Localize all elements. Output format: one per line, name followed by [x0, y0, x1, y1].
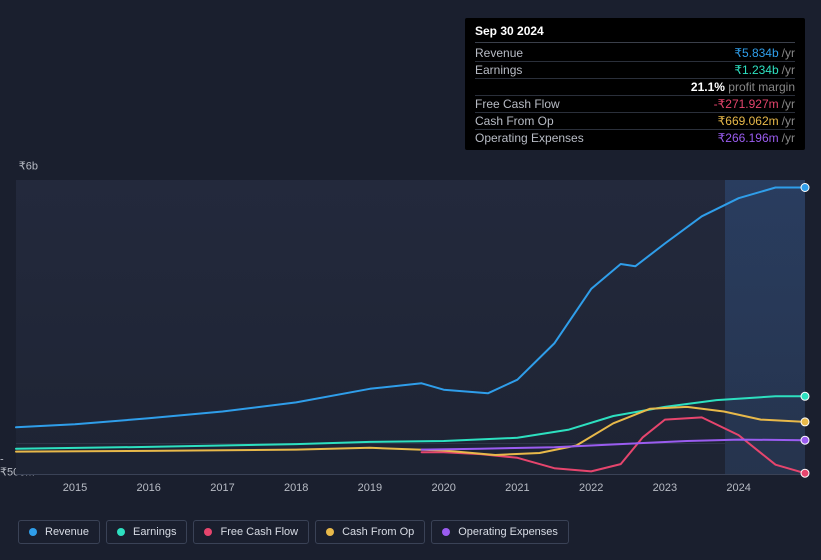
tooltip-label-revenue: Revenue — [475, 46, 734, 60]
tooltip-label-opex: Operating Expenses — [475, 131, 718, 145]
financial-chart: Sep 30 2024 Revenue ₹5.834b/yr Earnings … — [0, 0, 821, 560]
legend-item[interactable]: Cash From Op — [315, 520, 425, 544]
x-axis: 2015 2016 2017 2018 2019 2020 2021 2022 2023 2024 — [16, 482, 805, 500]
legend-label: Revenue — [45, 526, 89, 538]
series-revenue — [16, 188, 805, 428]
tooltip-date: Sep 30 2024 — [475, 24, 795, 43]
legend-item[interactable]: Earnings — [106, 520, 187, 544]
legend-label: Free Cash Flow — [220, 526, 298, 538]
tooltip-value-opex: ₹266.196m — [718, 131, 779, 145]
tooltip-profit-margin: 21.1% — [691, 80, 725, 94]
legend-dot-icon — [442, 528, 450, 536]
legend-dot-icon — [204, 528, 212, 536]
tooltip-label-earnings: Earnings — [475, 63, 734, 77]
marker-revenue — [801, 184, 809, 192]
x-tick-label: 2016 — [136, 482, 160, 494]
plot-area[interactable] — [16, 180, 805, 475]
legend-label: Cash From Op — [342, 526, 414, 538]
x-tick-label: 2019 — [358, 482, 382, 494]
marker-fcf — [801, 469, 809, 477]
marker-earnings — [801, 392, 809, 400]
chart-svg — [16, 180, 805, 474]
legend-dot-icon — [29, 528, 37, 536]
legend-dot-icon — [117, 528, 125, 536]
x-tick-label: 2024 — [726, 482, 750, 494]
y-tick-label: ₹6b — [19, 160, 38, 173]
marker-opex — [801, 436, 809, 444]
legend-item[interactable]: Operating Expenses — [431, 520, 569, 544]
tooltip-value-fcf: -₹271.927m — [714, 97, 779, 111]
tooltip-value-cashop: ₹669.062m — [718, 114, 779, 128]
legend-item[interactable]: Revenue — [18, 520, 100, 544]
legend: Revenue Earnings Free Cash Flow Cash From O… — [18, 520, 569, 544]
tooltip-label-fcf: Free Cash Flow — [475, 97, 714, 111]
hover-tooltip: Sep 30 2024 Revenue ₹5.834b/yr Earnings … — [465, 18, 805, 150]
tooltip-label-cashop: Cash From Op — [475, 114, 718, 128]
x-tick-label: 2021 — [505, 482, 529, 494]
legend-label: Operating Expenses — [458, 526, 558, 538]
legend-item[interactable]: Free Cash Flow — [193, 520, 309, 544]
x-tick-label: 2022 — [579, 482, 603, 494]
x-tick-label: 2015 — [63, 482, 87, 494]
marker-cashop — [801, 418, 809, 426]
tooltip-value-revenue: ₹5.834b — [734, 46, 778, 60]
x-tick-label: 2020 — [431, 482, 455, 494]
x-tick-label: 2018 — [284, 482, 308, 494]
legend-label: Earnings — [133, 526, 176, 538]
legend-dot-icon — [326, 528, 334, 536]
x-tick-label: 2017 — [210, 482, 234, 494]
tooltip-value-earnings: ₹1.234b — [734, 63, 778, 77]
x-tick-label: 2023 — [653, 482, 677, 494]
